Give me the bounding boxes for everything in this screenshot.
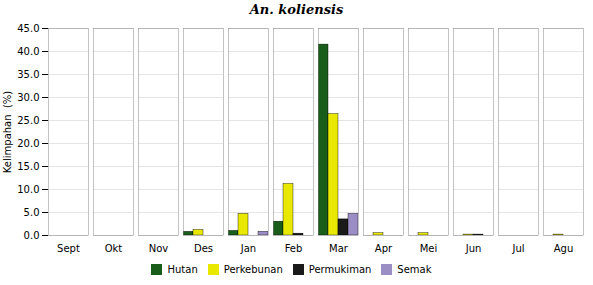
svg-text:35.0: 35.0 — [17, 69, 39, 80]
svg-text:Okt: Okt — [105, 243, 123, 254]
svg-text:Des: Des — [194, 243, 213, 254]
html-text:Hutan: Hutan — [167, 264, 198, 275]
html-text:Permukiman: Permukiman — [308, 264, 372, 275]
svg-text:Jan: Jan — [240, 243, 256, 254]
svg-text:20.0: 20.0 — [17, 138, 39, 149]
svg-text:5.0: 5.0 — [24, 207, 40, 218]
svg-text:Agu: Agu — [554, 243, 574, 254]
svg-text:0.0: 0.0 — [24, 230, 40, 241]
svg-text:30.0: 30.0 — [17, 92, 39, 103]
svg-text:Kelimpahan (%): Kelimpahan (%) — [2, 91, 13, 174]
svg-text:Nov: Nov — [149, 243, 169, 254]
svg-text:45.0: 45.0 — [17, 23, 39, 34]
svg-text:15.0: 15.0 — [17, 161, 39, 172]
html-text:Semak: Semak — [397, 264, 432, 275]
svg-text:Jun: Jun — [465, 243, 482, 254]
svg-text:Mar: Mar — [329, 243, 349, 254]
svg-text:Sept: Sept — [57, 243, 80, 254]
svg-text:25.0: 25.0 — [17, 115, 39, 126]
svg-text:Jul: Jul — [511, 243, 524, 254]
svg-text:Feb: Feb — [285, 243, 303, 254]
html-text:An. koliensis: An. koliensis — [249, 2, 344, 17]
svg-text:40.0: 40.0 — [17, 46, 39, 57]
html-text:Perkebunan: Perkebunan — [223, 264, 283, 275]
svg-text:10.0: 10.0 — [17, 184, 39, 195]
svg-text:Mei: Mei — [420, 243, 438, 254]
svg-text:Apr: Apr — [375, 243, 393, 254]
